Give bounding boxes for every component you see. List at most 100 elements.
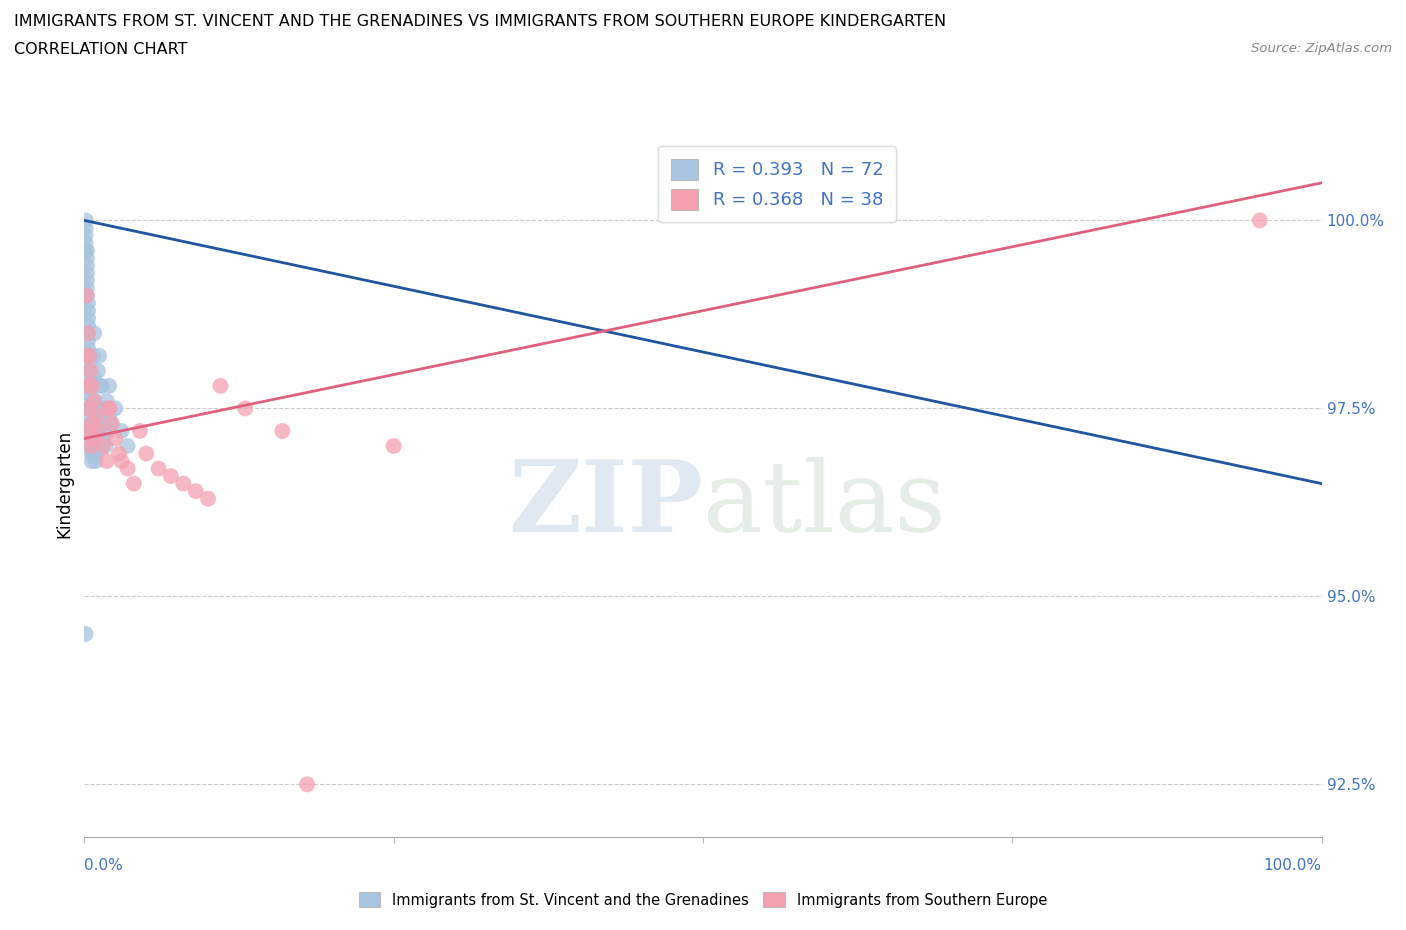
- Point: [75, 627, 97, 642]
- Point: [83, 326, 105, 340]
- Point: [110, 454, 132, 469]
- Point: [76, 259, 98, 273]
- Text: 100.0%: 100.0%: [1264, 857, 1322, 872]
- Point: [135, 446, 157, 461]
- Point: [77, 401, 100, 416]
- Point: [271, 423, 294, 438]
- Point: [89, 423, 111, 438]
- Point: [382, 439, 405, 454]
- Point: [76, 379, 98, 393]
- Point: [83, 393, 105, 408]
- Point: [75, 235, 97, 250]
- Point: [100, 416, 122, 431]
- Point: [160, 469, 183, 484]
- Point: [93, 416, 115, 431]
- Point: [77, 311, 100, 325]
- Point: [96, 393, 118, 408]
- Text: CORRELATION CHART: CORRELATION CHART: [14, 42, 187, 57]
- Point: [89, 408, 111, 423]
- Point: [110, 423, 132, 438]
- Point: [94, 439, 117, 454]
- Point: [76, 288, 98, 303]
- Point: [80, 379, 103, 393]
- Point: [91, 439, 114, 454]
- Point: [89, 379, 111, 393]
- Point: [84, 431, 107, 445]
- Point: [129, 423, 152, 438]
- Point: [76, 281, 98, 296]
- Point: [77, 333, 100, 348]
- Point: [233, 401, 256, 416]
- Point: [76, 250, 98, 265]
- Point: [1249, 213, 1271, 228]
- Point: [79, 371, 101, 386]
- Point: [172, 476, 194, 491]
- Text: Source: ZipAtlas.com: Source: ZipAtlas.com: [1251, 42, 1392, 55]
- Point: [117, 439, 139, 454]
- Point: [79, 423, 101, 438]
- Point: [75, 228, 97, 243]
- Point: [79, 364, 101, 379]
- Point: [184, 484, 207, 498]
- Point: [83, 439, 105, 454]
- Point: [79, 423, 101, 438]
- Point: [79, 364, 101, 379]
- Text: ZIP: ZIP: [508, 457, 703, 553]
- Point: [75, 243, 97, 258]
- Point: [80, 416, 103, 431]
- Point: [86, 408, 108, 423]
- Point: [83, 393, 105, 408]
- Point: [79, 439, 101, 454]
- Point: [79, 393, 101, 408]
- Point: [90, 379, 112, 393]
- Point: [76, 243, 98, 258]
- Point: [197, 491, 219, 506]
- Point: [80, 379, 103, 393]
- Point: [80, 431, 103, 445]
- Point: [79, 379, 101, 393]
- Point: [75, 220, 97, 235]
- Point: [104, 431, 127, 445]
- Point: [295, 777, 318, 791]
- Text: 0.0%: 0.0%: [84, 857, 124, 872]
- Point: [86, 423, 108, 438]
- Point: [98, 401, 121, 416]
- Legend: R = 0.393   N = 72, R = 0.368   N = 38: R = 0.393 N = 72, R = 0.368 N = 38: [658, 146, 896, 222]
- Point: [90, 423, 112, 438]
- Point: [98, 401, 121, 416]
- Point: [89, 349, 111, 364]
- Point: [75, 349, 97, 364]
- Point: [122, 476, 145, 491]
- Point: [79, 386, 101, 401]
- Point: [83, 416, 105, 431]
- Point: [82, 401, 104, 416]
- Point: [77, 318, 100, 333]
- Point: [79, 416, 101, 431]
- Point: [96, 454, 118, 469]
- Point: [79, 356, 101, 371]
- Point: [104, 401, 127, 416]
- Point: [77, 303, 100, 318]
- Y-axis label: Kindergarten: Kindergarten: [55, 430, 73, 538]
- Point: [82, 431, 104, 445]
- Text: atlas: atlas: [703, 457, 946, 552]
- Point: [97, 423, 120, 438]
- Point: [91, 431, 114, 445]
- Point: [80, 446, 103, 461]
- Point: [80, 439, 103, 454]
- Point: [82, 446, 104, 461]
- Point: [87, 416, 110, 431]
- Point: [89, 401, 111, 416]
- Point: [80, 454, 103, 469]
- Point: [84, 408, 107, 423]
- Point: [148, 461, 170, 476]
- Point: [77, 326, 100, 340]
- Point: [87, 439, 110, 454]
- Point: [98, 408, 121, 423]
- Point: [82, 423, 104, 438]
- Point: [77, 296, 100, 311]
- Point: [79, 408, 101, 423]
- Point: [76, 266, 98, 281]
- Point: [77, 326, 100, 340]
- Point: [117, 461, 139, 476]
